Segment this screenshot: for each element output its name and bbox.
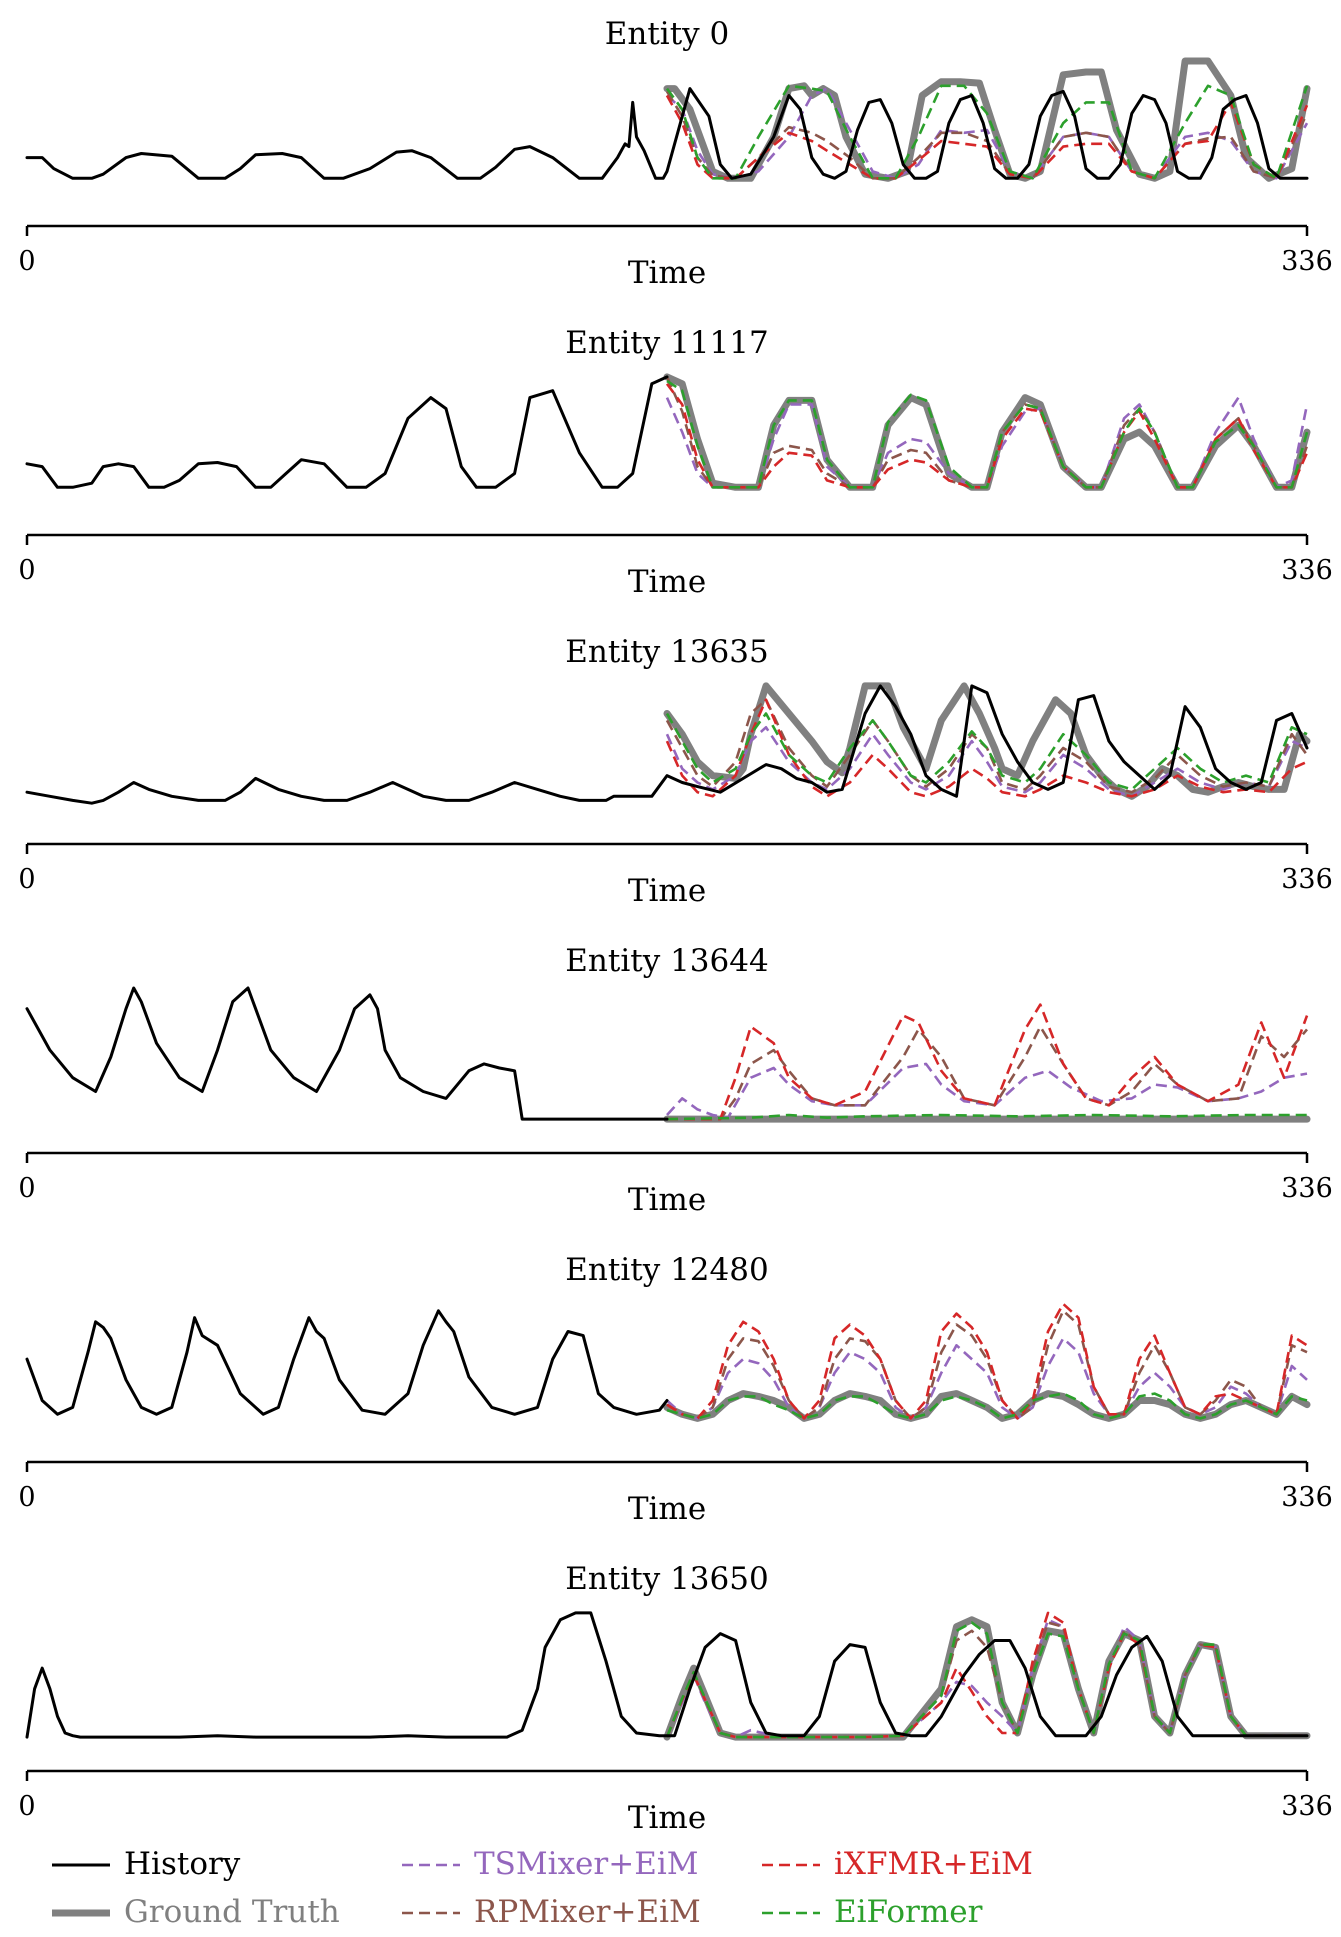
legend-label: EiFormer	[834, 1894, 983, 1930]
chart-title: Entity 13635	[565, 634, 768, 670]
chart-title: Entity 0	[605, 16, 730, 52]
x-tick-label: 336	[1281, 555, 1333, 586]
x-axis-label: Time	[628, 873, 706, 909]
x-tick-label: 336	[1281, 1482, 1333, 1513]
series-line-eiformer	[666, 1392, 1308, 1420]
x-tick-label: 0	[18, 864, 35, 895]
x-tick-label: 336	[1281, 1173, 1333, 1204]
series-line-ixfmr-eim	[665, 1611, 1307, 1739]
legend-label: Ground Truth	[124, 1894, 340, 1930]
legend-item-ixfmr-eim: iXFMR+EiM	[762, 1846, 1033, 1882]
series-line-tsmixer-eim	[665, 1618, 1307, 1739]
series-line-history	[25, 986, 669, 1121]
legend-label: History	[124, 1846, 241, 1882]
series-line-ixfmr-eim	[665, 94, 1309, 180]
series-line-ixfmr-eim	[665, 698, 1308, 798]
chart-panel: Entity 11117 0 336 Time	[18, 325, 1332, 600]
series-line-eiformer	[665, 84, 1309, 180]
x-axis-label: Time	[628, 1491, 706, 1527]
legend-item-history: History	[52, 1846, 241, 1882]
chart-panel: Entity 13650 0 336 Time	[18, 1561, 1332, 1836]
series-line-eiformer	[665, 712, 1308, 791]
series-line-history	[25, 1309, 669, 1416]
x-axis-label: Time	[628, 1800, 706, 1836]
x-tick-label: 0	[18, 1791, 35, 1822]
chart-title: Entity 13650	[565, 1561, 768, 1597]
x-tick-label: 0	[18, 555, 35, 586]
series-line-history	[25, 1611, 1309, 1739]
x-axis-label: Time	[628, 255, 706, 291]
legend: History Ground Truth TSMixer+EiM RPMixer+Ei…	[52, 1846, 1033, 1930]
series-line-ixfmr-eim	[667, 1003, 1309, 1121]
series-line-ixfmr-eim	[666, 1302, 1308, 1420]
legend-item-rpmixer-eim: RPMixer+EiM	[402, 1894, 701, 1930]
chart-title: Entity 12480	[565, 1252, 768, 1288]
legend-label: RPMixer+EiM	[474, 1894, 701, 1930]
series-line-rpmixer-eim	[665, 698, 1309, 794]
x-axis-label: Time	[628, 1182, 706, 1218]
series-line-history	[25, 375, 669, 489]
chart-title: Entity 11117	[565, 325, 768, 361]
series-line-rpmixer-eim	[666, 1309, 1308, 1420]
x-tick-label: 336	[1281, 864, 1333, 895]
chart-panel: Entity 0 0 336 Time	[18, 16, 1332, 291]
series-line-history	[25, 684, 1309, 805]
x-tick-label: 0	[18, 1173, 35, 1204]
series-line-eiformer	[666, 379, 1309, 489]
x-tick-label: 0	[18, 1482, 35, 1513]
x-tick-label: 336	[1281, 1791, 1333, 1822]
legend-item-eiformer: EiFormer	[762, 1894, 983, 1930]
legend-item-ground-truth: Ground Truth	[52, 1894, 340, 1930]
x-tick-label: 336	[1281, 246, 1333, 277]
x-tick-label: 0	[18, 246, 35, 277]
series-line-tsmixer-eim	[666, 87, 1309, 180]
chart-panel: Entity 13644 0 336 Time	[18, 943, 1332, 1218]
legend-label: iXFMR+EiM	[834, 1846, 1033, 1882]
chart-title: Entity 13644	[565, 943, 768, 979]
series-line-eiformer	[666, 1113, 1307, 1121]
legend-label: TSMixer+EiM	[474, 1846, 698, 1882]
chart-panel: Entity 13635 0 336 Time	[18, 634, 1332, 909]
series-line-rpmixer-eim	[665, 1621, 1307, 1739]
series-line-tsmixer-eim	[665, 726, 1308, 798]
series-line-ground-truth	[663, 682, 1311, 800]
legend-item-tsmixer-eim: TSMixer+EiM	[402, 1846, 698, 1882]
x-axis-label: Time	[628, 564, 706, 600]
series-line-history	[25, 87, 1309, 180]
chart-panel: Entity 12480 0 336 Time	[18, 1252, 1332, 1527]
